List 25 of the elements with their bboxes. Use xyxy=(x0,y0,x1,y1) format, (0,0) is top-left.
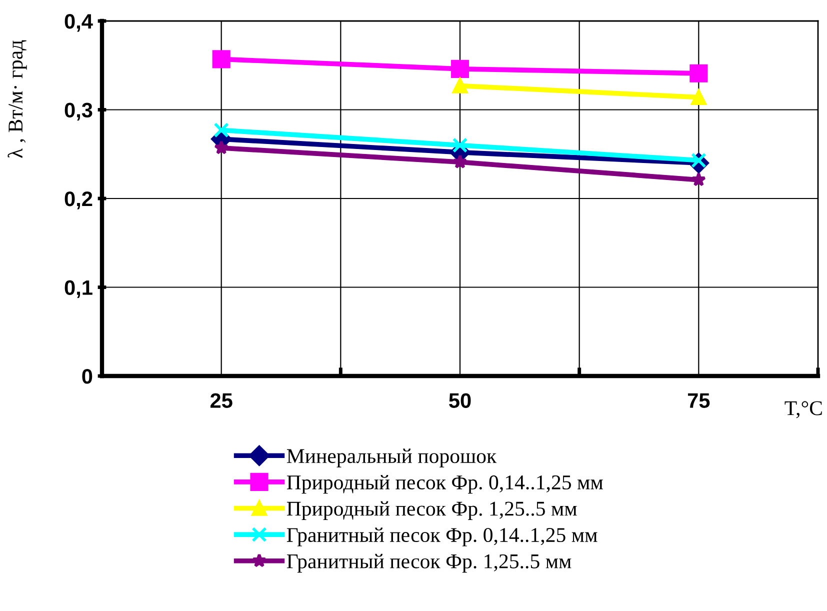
legend-label: Природный песок Фр. 1,25..5 мм xyxy=(286,501,577,520)
point xyxy=(691,90,706,105)
x-tick-label: 25 xyxy=(210,393,232,408)
point xyxy=(212,50,230,68)
legend-label: Минеральный порошок xyxy=(286,448,497,468)
point xyxy=(691,172,706,186)
y-tick-label: 0,3 xyxy=(64,102,92,121)
y-tick-label: 0,2 xyxy=(64,192,92,210)
point xyxy=(690,64,708,82)
legend-label: Природный песок Фр. 0,14..1,25 мм xyxy=(286,474,603,494)
y-tick-label: 0 xyxy=(82,369,92,384)
y-tick-label: 0,1 xyxy=(64,280,92,298)
y-tick-label: 0,4 xyxy=(64,14,93,32)
y-axis-title: λ , Вт/м· град xyxy=(8,40,27,158)
x-tick-label: 50 xyxy=(449,393,471,408)
x-tick-label: 75 xyxy=(688,393,710,408)
point xyxy=(452,78,468,94)
point xyxy=(450,60,470,78)
point xyxy=(452,138,468,153)
point xyxy=(214,122,229,138)
point xyxy=(452,154,468,169)
legend-label: Гранитный песок Фр. 1,25..5 мм xyxy=(286,554,572,573)
point xyxy=(214,140,229,154)
x-axis-title: T,°C xyxy=(784,401,822,418)
legend-label: Гранитный песок Фр. 0,14..1,25 мм xyxy=(286,528,598,546)
